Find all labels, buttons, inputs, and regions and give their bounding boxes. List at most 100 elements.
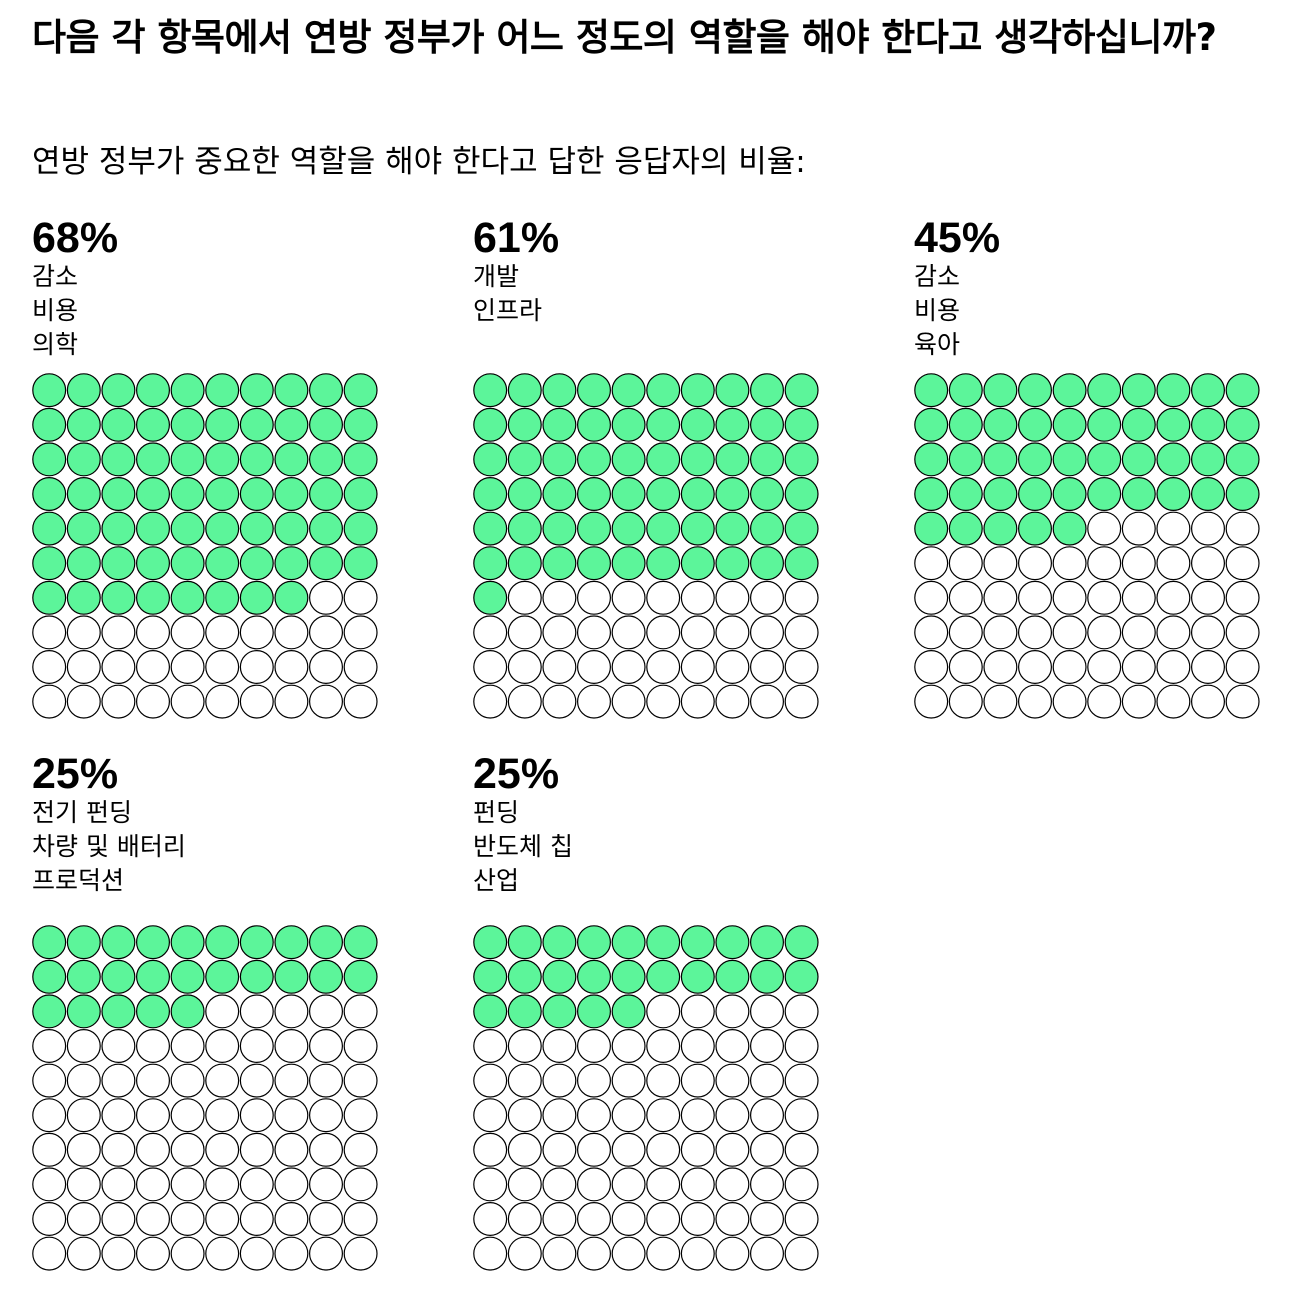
waffle-cell-filled	[101, 511, 136, 546]
waffle-cell-filled	[1121, 476, 1156, 511]
waffle-cell-empty	[576, 1236, 611, 1271]
waffle-cell-filled	[1017, 373, 1052, 408]
waffle-cell-filled	[784, 442, 819, 477]
waffle-cell-empty	[274, 1028, 309, 1063]
waffle-cell-empty	[750, 1028, 785, 1063]
waffle-cell-filled	[1052, 511, 1087, 546]
panel-label-line: 전기 펀딩	[32, 798, 132, 827]
waffle-cell-empty	[646, 684, 681, 719]
waffle-cell-empty	[1225, 546, 1260, 581]
waffle-cell-empty	[542, 1028, 577, 1063]
waffle-cell-empty	[473, 650, 508, 685]
waffle-cell-empty	[646, 1098, 681, 1133]
waffle-cell-empty	[66, 1098, 101, 1133]
waffle-cell-filled	[101, 925, 136, 960]
waffle-cell-filled	[66, 580, 101, 615]
waffle-cell-filled	[274, 959, 309, 994]
waffle-cell-empty	[715, 580, 750, 615]
waffle-cell-empty	[101, 1132, 136, 1167]
waffle-cell-empty	[135, 684, 170, 719]
waffle-cell-filled	[542, 546, 577, 581]
waffle-cell-empty	[1191, 546, 1226, 581]
waffle-cell-empty	[473, 1202, 508, 1237]
waffle-cell-empty	[646, 580, 681, 615]
waffle-cell-filled	[542, 925, 577, 960]
waffle-cell-filled	[274, 442, 309, 477]
waffle-grid	[914, 373, 1260, 719]
waffle-cell-empty	[239, 1028, 274, 1063]
waffle-cell-filled	[473, 407, 508, 442]
waffle-cell-filled	[170, 407, 205, 442]
waffle-cell-filled	[914, 373, 949, 408]
waffle-cell-empty	[784, 1098, 819, 1133]
waffle-cell-empty	[135, 1132, 170, 1167]
waffle-cell-empty	[135, 650, 170, 685]
waffle-cell-empty	[507, 1167, 542, 1202]
waffle-cell-filled	[750, 959, 785, 994]
waffle-cell-filled	[170, 546, 205, 581]
waffle-cell-empty	[784, 615, 819, 650]
waffle-grid	[473, 373, 819, 719]
waffle-cell-empty	[343, 1028, 378, 1063]
waffle-cell-empty	[715, 1063, 750, 1098]
waffle-cell-empty	[715, 1202, 750, 1237]
waffle-cell-filled	[135, 580, 170, 615]
waffle-cell-filled	[576, 407, 611, 442]
waffle-cell-empty	[32, 615, 67, 650]
waffle-cell-empty	[32, 650, 67, 685]
waffle-cell-filled	[542, 994, 577, 1029]
waffle-cell-filled	[309, 511, 344, 546]
waffle-cell-empty	[507, 1098, 542, 1133]
waffle-cell-filled	[715, 476, 750, 511]
waffle-cell-empty	[750, 650, 785, 685]
waffle-cell-empty	[1156, 580, 1191, 615]
panel-label: 펀딩 반도체 칩 산업	[473, 796, 833, 898]
waffle-cell-empty	[473, 1236, 508, 1271]
waffle-cell-filled	[1017, 407, 1052, 442]
waffle-cell-filled	[750, 476, 785, 511]
waffle-cell-empty	[170, 1028, 205, 1063]
waffle-cell-empty	[750, 1063, 785, 1098]
waffle-cell-empty	[680, 994, 715, 1029]
waffle-cell-empty	[205, 994, 240, 1029]
waffle-cell-filled	[473, 373, 508, 408]
waffle-cell-filled	[750, 373, 785, 408]
waffle-cell-empty	[1087, 615, 1122, 650]
waffle-cell-filled	[343, 407, 378, 442]
waffle-cell-empty	[646, 650, 681, 685]
panel-label-line: 감소	[914, 262, 961, 291]
waffle-cell-empty	[1087, 580, 1122, 615]
waffle-cell-empty	[983, 615, 1018, 650]
waffle-cell-filled	[274, 476, 309, 511]
waffle-cell-filled	[135, 925, 170, 960]
waffle-cell-filled	[750, 407, 785, 442]
waffle-cell-filled	[32, 442, 67, 477]
waffle-cell-empty	[135, 1098, 170, 1133]
panel-label-line: 감소	[32, 262, 79, 291]
waffle-cell-filled	[101, 580, 136, 615]
waffle-cell-filled	[680, 407, 715, 442]
waffle-cell-empty	[205, 615, 240, 650]
waffle-cell-filled	[983, 476, 1018, 511]
waffle-cell-filled	[473, 511, 508, 546]
waffle-cell-empty	[1191, 684, 1226, 719]
waffle-cell-filled	[1052, 407, 1087, 442]
waffle-cell-filled	[66, 407, 101, 442]
waffle-cell-empty	[507, 1202, 542, 1237]
waffle-cell-empty	[750, 615, 785, 650]
panel-label-line: 비용	[914, 296, 961, 325]
waffle-cell-filled	[239, 546, 274, 581]
waffle-cell-filled	[784, 476, 819, 511]
waffle-cell-empty	[611, 580, 646, 615]
waffle-cell-filled	[784, 925, 819, 960]
waffle-cell-empty	[750, 1202, 785, 1237]
waffle-cell-filled	[170, 994, 205, 1029]
waffle-cell-filled	[473, 994, 508, 1029]
waffle-cell-filled	[680, 476, 715, 511]
waffle-cell-filled	[32, 407, 67, 442]
waffle-cell-empty	[239, 650, 274, 685]
waffle-cell-filled	[170, 373, 205, 408]
waffle-cell-filled	[32, 925, 67, 960]
panel-percent: 68%	[32, 214, 119, 262]
waffle-cell-empty	[680, 1236, 715, 1271]
